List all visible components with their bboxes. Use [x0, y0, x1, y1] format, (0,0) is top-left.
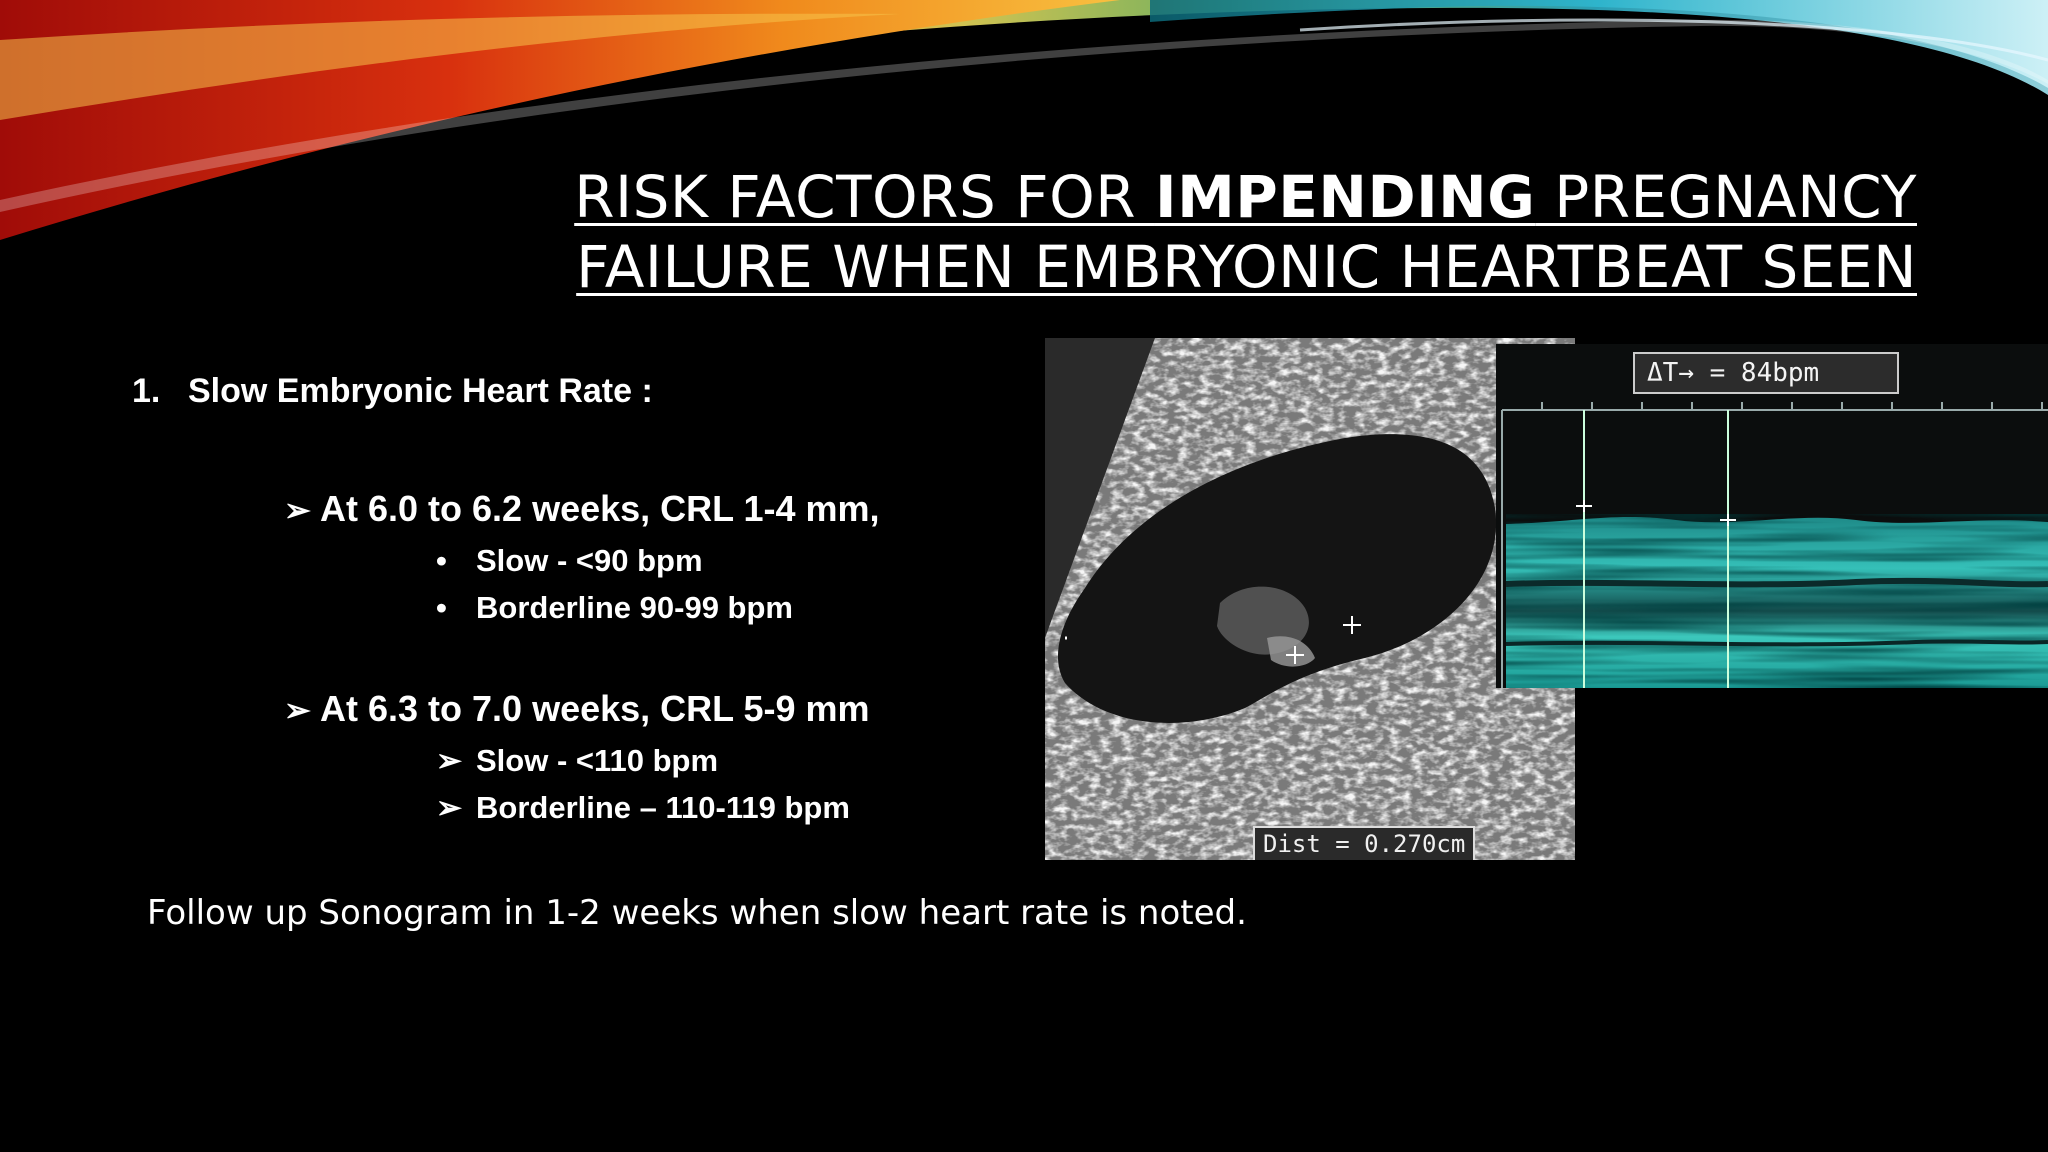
subheading-text: At 6.0 to 6.2 weeks, CRL 1-4 mm, — [320, 488, 880, 529]
list-item-text: Borderline 90-99 bpm — [476, 590, 793, 625]
rainbow-swoosh-decoration — [0, 0, 2048, 240]
title-line-1-start: RISK FACTORS FOR — [574, 163, 1155, 231]
list-item-text: Slow - <90 bpm — [476, 543, 703, 578]
title-line-1-end: PREGNANCY — [1535, 163, 1917, 231]
list-item-text: Borderline – 110-119 bpm — [476, 790, 850, 825]
ultrasound-graphic — [1045, 338, 1575, 860]
bullet-dot-icon: • — [436, 590, 447, 625]
arrow-bullet-icon: ➢ — [436, 743, 462, 778]
item-label: Slow Embryonic Heart Rate : — [188, 372, 653, 410]
m-mode-graphic — [1496, 344, 2048, 688]
subheading-6-3-weeks: ➢ At 6.3 to 7.0 weeks, CRL 5-9 mm — [284, 688, 870, 730]
list-item: ➢ Borderline – 110-119 bpm — [436, 790, 850, 826]
list-item-text: Slow - <110 bpm — [476, 743, 719, 778]
distance-readout: Dist = 0.270cm — [1253, 826, 1476, 860]
ultrasound-image: Dist = 0.270cm — [1045, 338, 1575, 860]
caliper-marks — [1286, 616, 1361, 664]
title-emphasis: IMPENDING — [1154, 163, 1536, 231]
title-line-1: RISK FACTORS FOR IMPENDING PREGNANCY — [574, 162, 1917, 232]
title-line-2: FAILURE WHEN EMBRYONIC HEARTBEAT SEEN — [576, 233, 1917, 301]
arrow-bullet-icon: ➢ — [284, 492, 311, 528]
arrow-bullet-icon: ➢ — [436, 790, 462, 825]
list-item: ➢ Slow - <110 bpm — [436, 743, 718, 779]
subheading-6-0-weeks: ➢ At 6.0 to 6.2 weeks, CRL 1-4 mm, — [284, 488, 880, 530]
arrow-bullet-icon: ➢ — [284, 692, 311, 728]
subheading-text: At 6.3 to 7.0 weeks, CRL 5-9 mm — [320, 688, 870, 729]
slide-title: RISK FACTORS FOR IMPENDING PREGNANCY FAI… — [574, 162, 1917, 302]
item-1-heading: 1. Slow Embryonic Heart Rate : — [132, 372, 653, 411]
list-item: • Slow - <90 bpm — [436, 543, 703, 579]
heart-rate-readout: ΔT→ = 84bpm — [1633, 352, 1899, 394]
list-item: • Borderline 90-99 bpm — [436, 590, 793, 626]
m-mode-image: ΔT→ = 84bpm — [1496, 344, 2048, 688]
followup-note: Follow up Sonogram in 1-2 weeks when slo… — [147, 893, 1247, 933]
item-number: 1. — [132, 372, 161, 410]
bullet-dot-icon: • — [436, 543, 447, 578]
